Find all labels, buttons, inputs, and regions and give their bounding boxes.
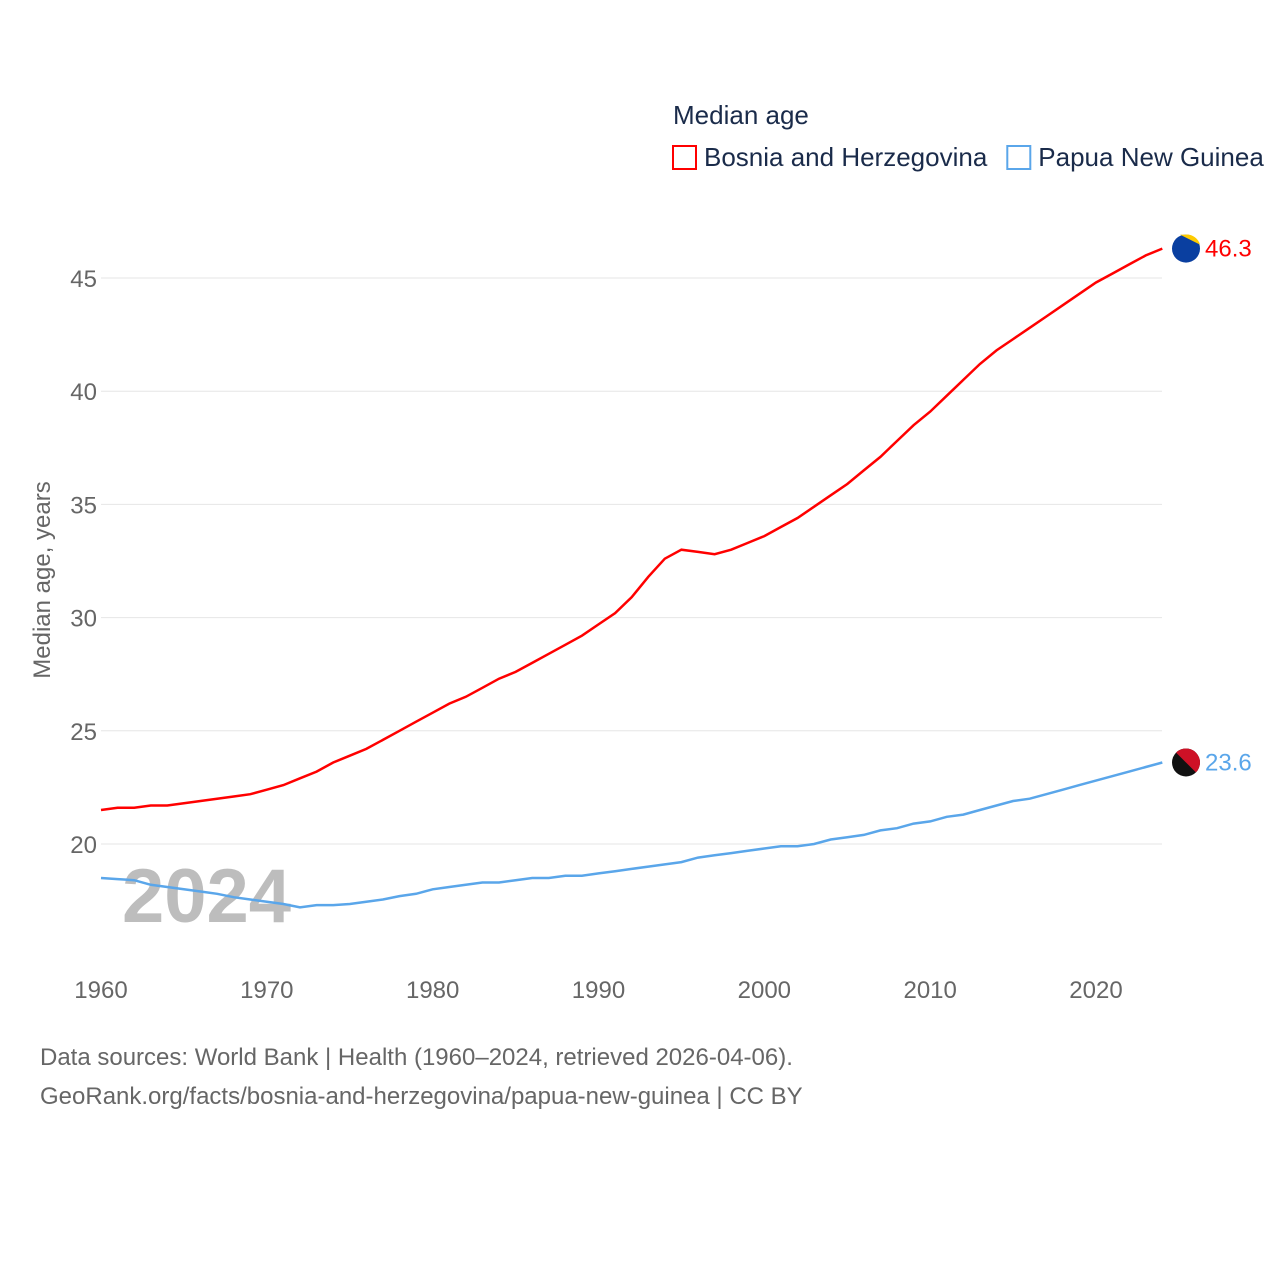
x-tick-label: 1970 bbox=[240, 977, 293, 1004]
y-tick-label: 25 bbox=[70, 719, 97, 746]
x-tick-label: 2000 bbox=[738, 977, 791, 1004]
y-tick-label: 40 bbox=[70, 379, 97, 406]
series-line-1 bbox=[100, 761, 1163, 909]
x-tick-label: 1960 bbox=[74, 977, 127, 1004]
footer-sources: Data sources: World Bank | Health (1960–… bbox=[40, 1044, 793, 1071]
legend-entry: Papua New Guinea bbox=[1038, 142, 1264, 172]
series-line-0 bbox=[100, 247, 1163, 812]
flag-icon bbox=[1172, 234, 1200, 263]
x-tick-label: 1990 bbox=[572, 977, 625, 1004]
x-tick-label: 2010 bbox=[903, 977, 956, 1004]
y-tick-label: 45 bbox=[70, 266, 97, 293]
y-tick-label: 35 bbox=[70, 492, 97, 519]
footer-link[interactable]: GeoRank.org/facts/bosnia-and-herzegovina… bbox=[40, 1083, 803, 1110]
legend-swatch bbox=[672, 145, 697, 170]
legend-title: Median age bbox=[673, 100, 809, 130]
legend-swatch bbox=[1006, 145, 1032, 170]
year-watermark: 2024 bbox=[122, 854, 291, 939]
y-tick-label: 30 bbox=[70, 606, 97, 633]
legend-entry: Bosnia and Herzegovina bbox=[704, 142, 988, 172]
end-value-label: 23.6 bbox=[1205, 749, 1252, 776]
x-tick-label: 2020 bbox=[1069, 977, 1122, 1004]
x-tick-label: 1980 bbox=[406, 977, 459, 1004]
end-value-label: 46.3 bbox=[1205, 236, 1252, 263]
y-tick-label: 20 bbox=[70, 832, 97, 859]
y-axis-label: Median age, years bbox=[29, 481, 56, 678]
flag-icon-detail bbox=[1176, 748, 1200, 773]
flag-icon-detail bbox=[1180, 234, 1200, 245]
